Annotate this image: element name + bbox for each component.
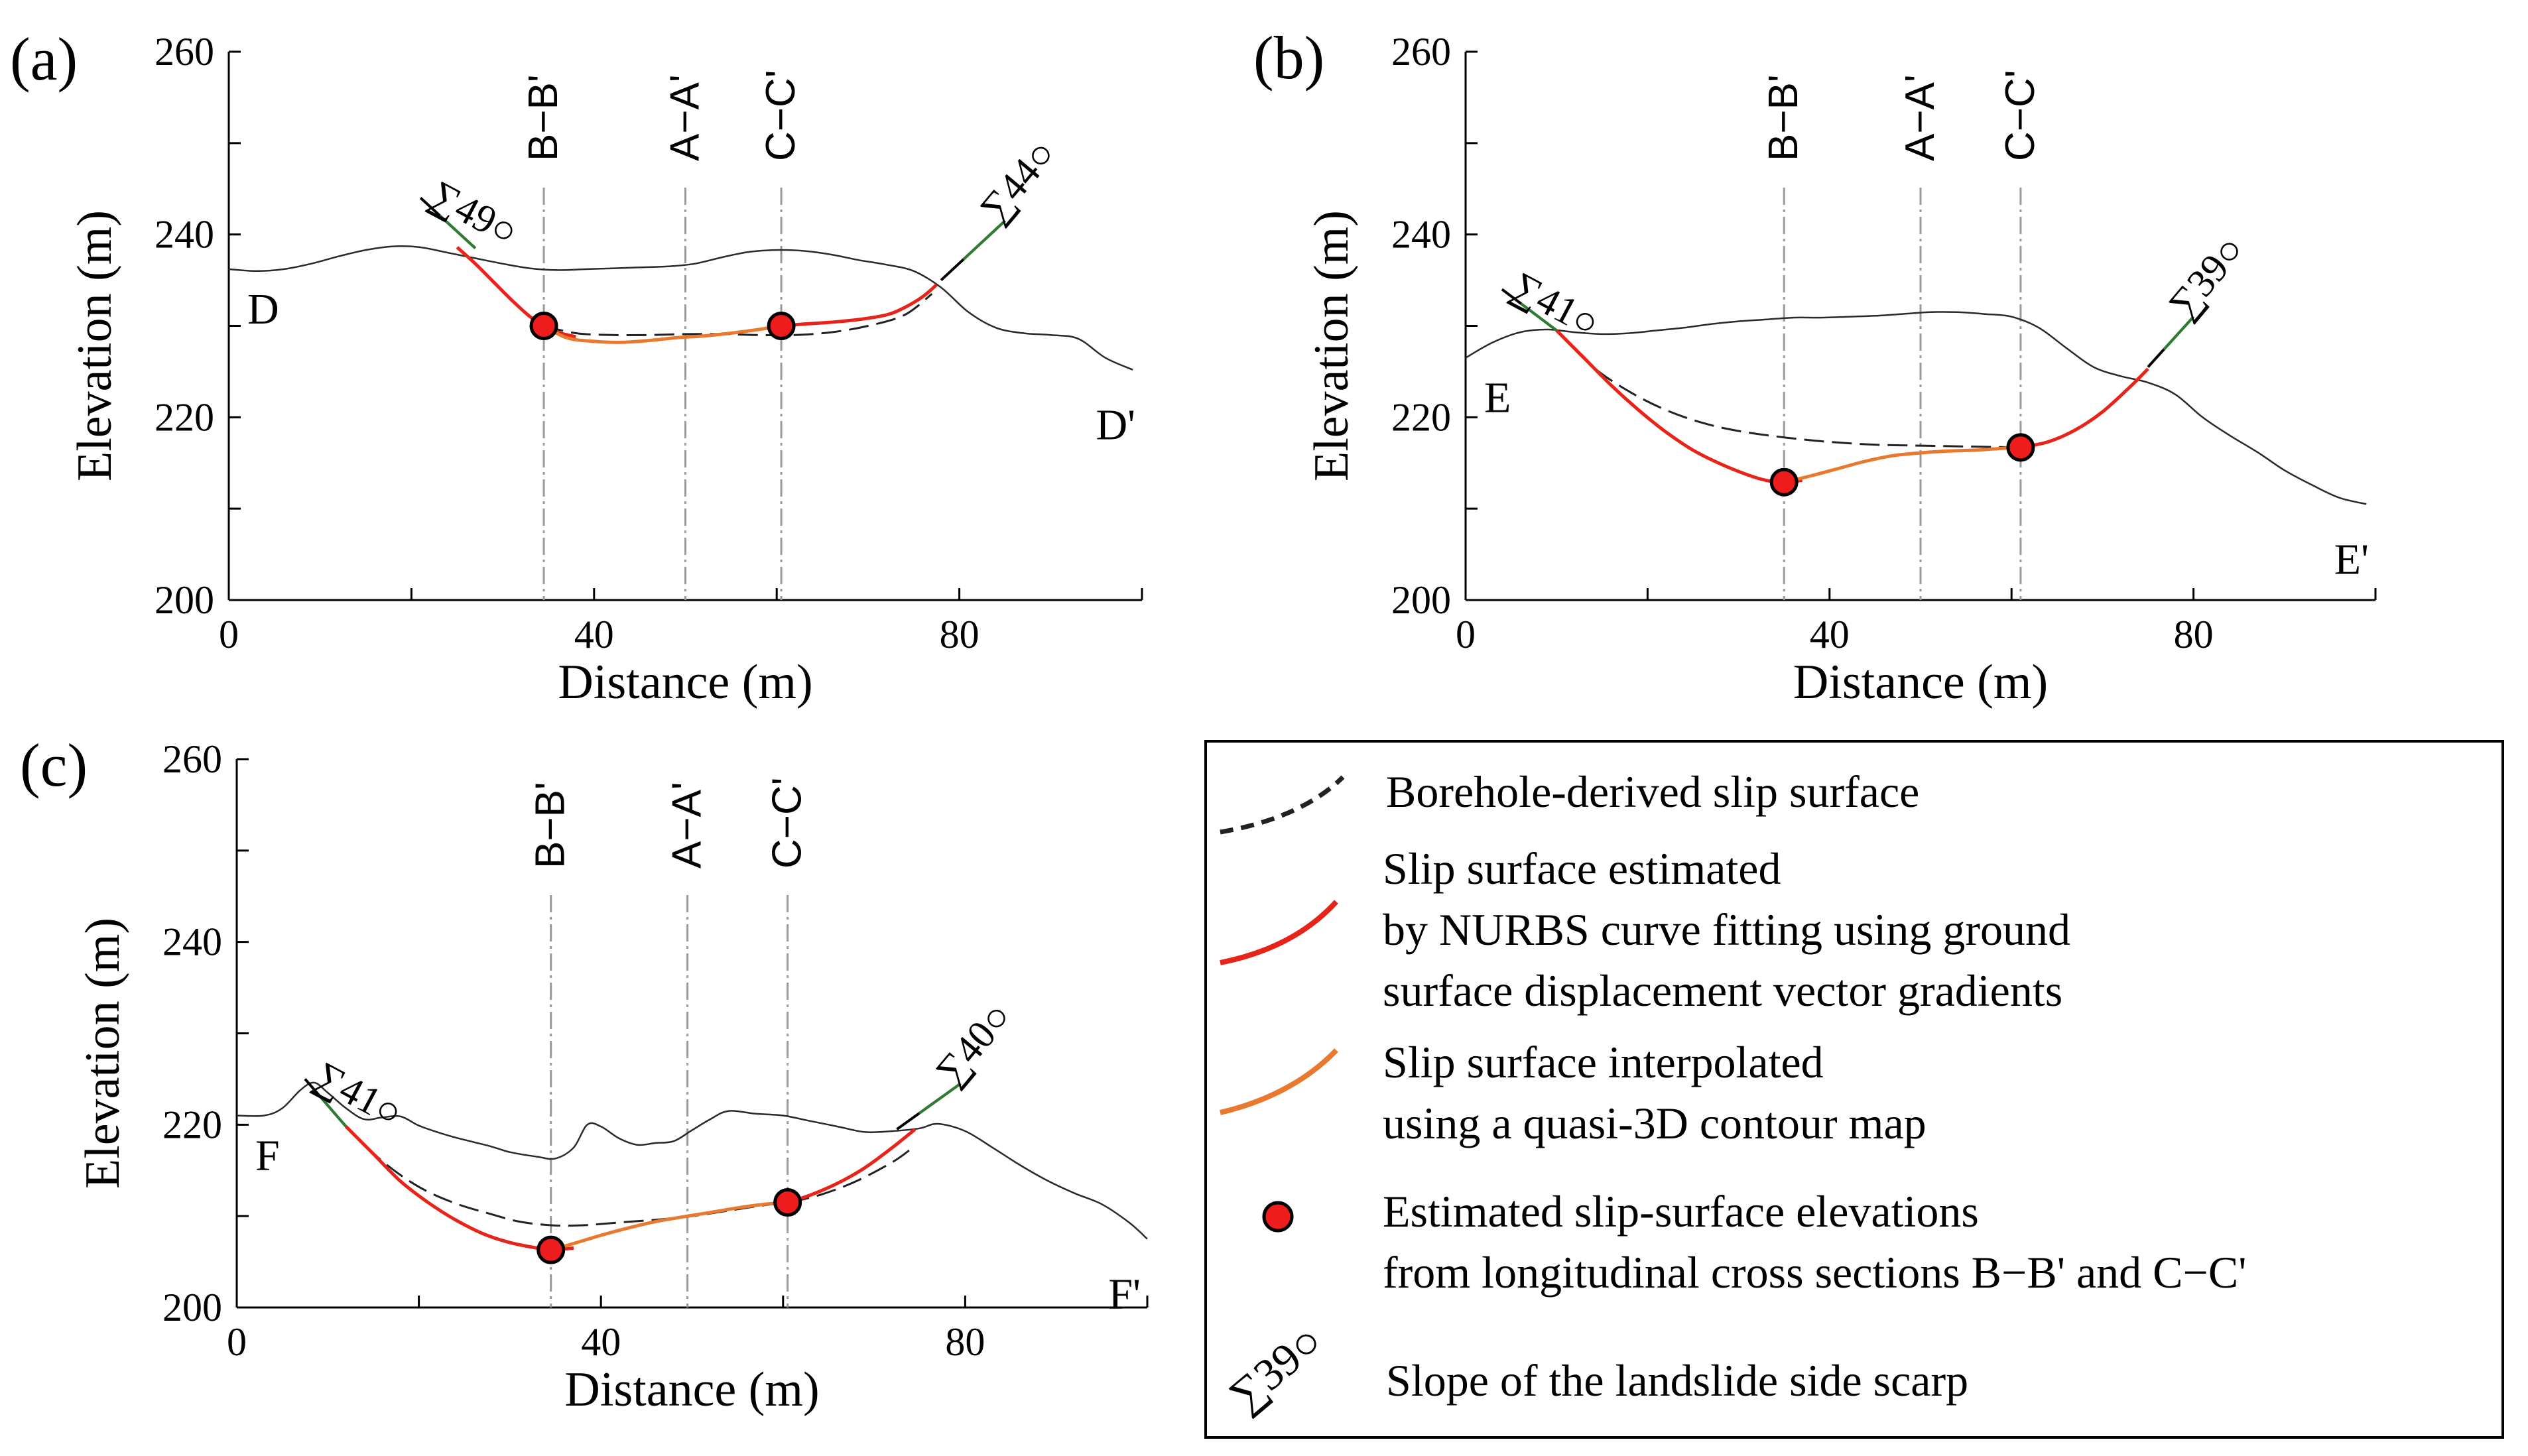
scarp-line-segment (918, 1082, 962, 1115)
scarp-line-segment (318, 1095, 348, 1128)
ground-line (228, 245, 1133, 371)
section-label: B−B' (521, 74, 566, 161)
y-tick-label: 260 (162, 737, 222, 781)
legend: Borehole-derived slip surface Slip surfa… (1204, 740, 2504, 1439)
section-label: A−A' (1897, 74, 1943, 161)
legend-nurbs-label-3: surface displacement vector gradients (1383, 965, 2062, 1016)
x-tick-label: 80 (940, 613, 980, 656)
y-tick-label: 220 (162, 1103, 222, 1146)
scarp-line-segment (962, 219, 1006, 261)
legend-quasi3d-label-2: using a quasi-3D contour map (1383, 1098, 1927, 1148)
nurbs-line (787, 1128, 916, 1204)
section-label: A−A' (663, 74, 708, 161)
section-label: A−A' (664, 782, 710, 869)
chart-panel-2: 0 40 80 200 220 240 260 Distance (m) Elevation (… (1253, 24, 2377, 709)
y-axis-title: Elevation (m) (76, 918, 130, 1189)
legend-points-label-1: Estimated slip-surface elevations (1383, 1186, 1979, 1237)
x-tick-label: 80 (945, 1320, 985, 1364)
y-axis-title: Elevation (m) (1304, 210, 1359, 481)
slip-elevation-point (2006, 433, 2035, 462)
borehole-line (543, 293, 933, 337)
scarp-line-segment (438, 214, 477, 249)
section-label: C−C' (1997, 70, 2043, 161)
ground-line (236, 1081, 1148, 1240)
quasi3d-line (542, 324, 782, 344)
start-label: D (247, 285, 279, 334)
ground-line (1465, 311, 2367, 505)
legend-nurbs-label-2: by NURBS curve fitting using ground (1383, 904, 2070, 955)
x-axis-title: Distance (m) (564, 1363, 819, 1417)
y-tick-label: 200 (1391, 578, 1451, 622)
start-label: F (255, 1132, 280, 1180)
legend-borehole-label: Borehole-derived slip surface (1386, 766, 1919, 817)
y-tick-label: 260 (1391, 30, 1451, 74)
x-tick-label: 40 (1810, 613, 1850, 656)
x-tick-label: 40 (581, 1320, 621, 1364)
start-label: E (1484, 374, 1511, 422)
x-tick-label: 0 (219, 613, 239, 656)
slip-elevation-point (537, 1235, 566, 1264)
section-label: B−B' (528, 782, 574, 869)
y-tick-label: 240 (1391, 213, 1451, 257)
y-tick-label: 200 (155, 578, 214, 622)
section-label: C−C' (765, 777, 810, 869)
slip-elevation-point (529, 312, 558, 340)
panel-letter: (a) (10, 25, 78, 93)
legend-quasi3d-symbol (1220, 1048, 1338, 1115)
end-label: F' (1108, 1270, 1141, 1319)
borehole-line (345, 1126, 911, 1227)
y-tick-label: 240 (162, 920, 222, 964)
panel-letter: (b) (1253, 24, 1324, 91)
y-tick-label: 220 (155, 395, 214, 439)
y-tick-label: 220 (1391, 395, 1451, 439)
x-tick-label: 0 (227, 1320, 247, 1364)
slip-elevation-point (1769, 467, 1799, 497)
end-label: E' (2334, 535, 2369, 583)
legend-borehole-symbol (1220, 775, 1345, 835)
nurbs-line (781, 283, 938, 328)
x-tick-label: 40 (574, 613, 614, 656)
y-axis-title: Elevation (m) (68, 210, 122, 481)
slip-elevation-point (767, 312, 796, 340)
section-label: C−C' (758, 70, 804, 161)
y-tick-label: 200 (162, 1286, 222, 1329)
legend-quasi3d-label-1: Slip surface interpolated (1383, 1037, 1824, 1087)
section-label: B−B' (1761, 74, 1806, 161)
legend-points-symbol (1262, 1201, 1294, 1233)
y-tick-label: 240 (155, 213, 214, 257)
legend-nurbs-label-1: Slip surface estimated (1383, 843, 1781, 894)
x-axis-title: Distance (m) (558, 655, 812, 709)
legend-nurbs-symbol (1220, 900, 1338, 965)
quasi3d-line (1783, 446, 2021, 484)
y-tick-label: 260 (155, 30, 214, 74)
scarp-line-segment (2163, 316, 2195, 351)
x-tick-label: 80 (2174, 613, 2214, 656)
legend-points-label-2: from longitudinal cross sections B−B' an… (1383, 1247, 2246, 1298)
x-axis-title: Distance (m) (1793, 655, 2048, 709)
legend-frame (1204, 740, 2504, 1439)
legend-scarp-label: Slope of the landslide side scarp (1386, 1355, 1968, 1406)
quasi3d-line (550, 1201, 788, 1252)
borehole-line (1556, 330, 2021, 449)
slip-elevation-point (773, 1187, 802, 1217)
scarp-line-segment (1520, 302, 1558, 332)
x-tick-label: 0 (1456, 613, 1476, 656)
panel-letter: (c) (20, 731, 88, 799)
end-label: D' (1096, 401, 1135, 450)
nurbs-line (2020, 367, 2149, 450)
